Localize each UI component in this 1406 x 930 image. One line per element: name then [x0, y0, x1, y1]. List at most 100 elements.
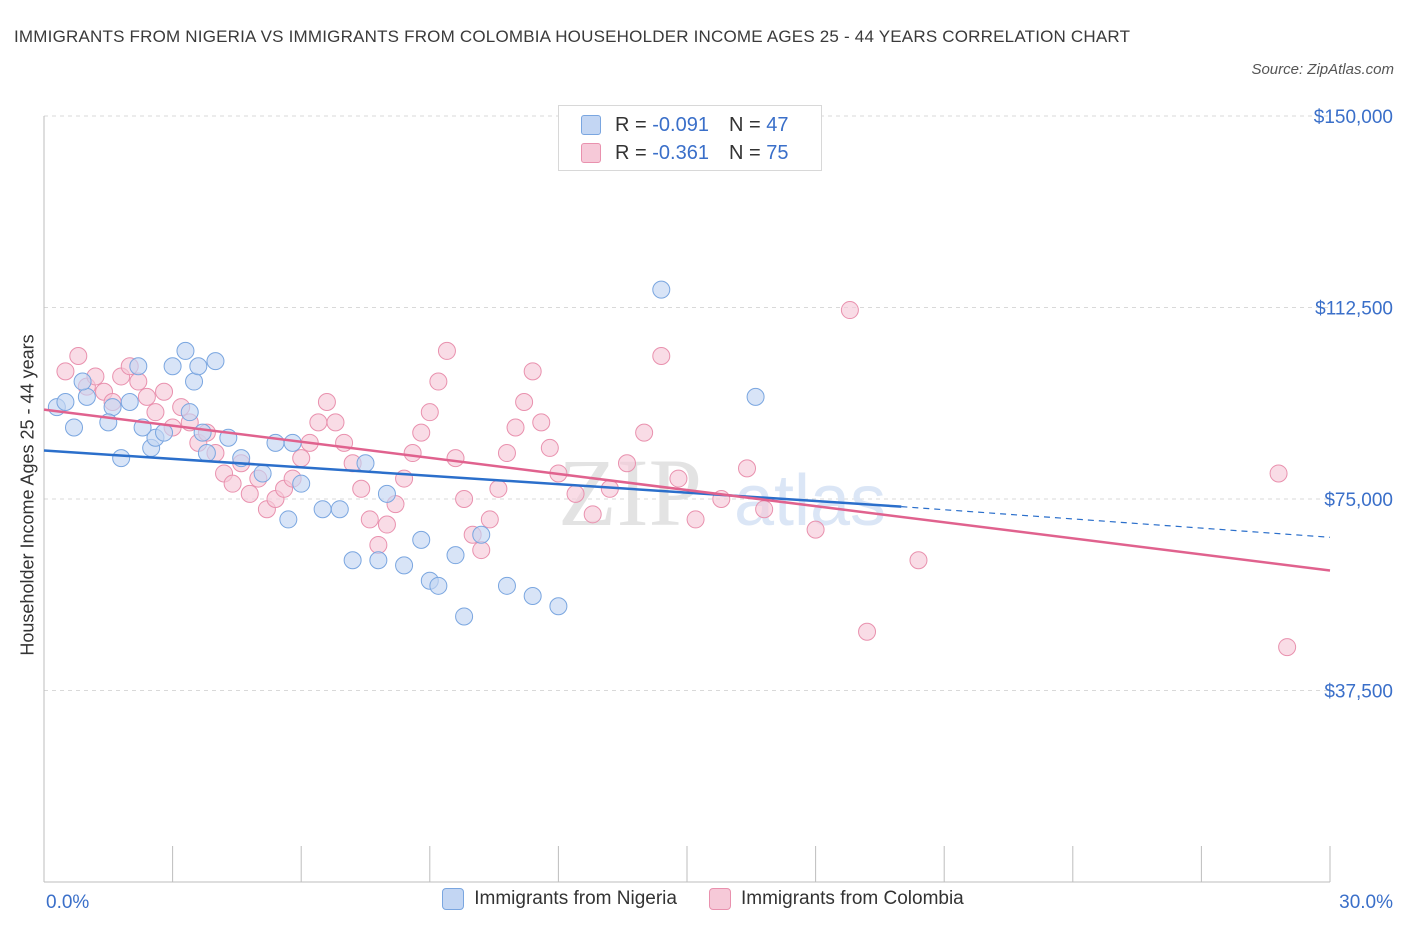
- data-point-nigeria: [120, 392, 139, 411]
- axes: [43, 116, 1331, 883]
- data-point-nigeria: [497, 576, 516, 595]
- data-point-nigeria: [395, 556, 414, 575]
- data-point-nigeria: [343, 551, 362, 570]
- data-point-colombia: [497, 444, 516, 463]
- data-point-nigeria: [446, 546, 465, 565]
- n-value-colombia: 75: [766, 141, 789, 164]
- data-point-colombia: [412, 423, 431, 442]
- data-point-colombia: [840, 301, 859, 320]
- nigeria-swatch: [581, 115, 601, 135]
- y-tick-label: $150,000: [1314, 107, 1393, 128]
- data-point-nigeria: [283, 433, 302, 452]
- data-point-colombia: [909, 551, 928, 570]
- source-label: Source: ZipAtlas.com: [1251, 61, 1394, 78]
- stats-row-nigeria: R = -0.091 N = 47: [581, 112, 788, 138]
- data-point-nigeria: [313, 500, 332, 519]
- data-point-nigeria: [129, 357, 148, 376]
- data-point-colombia: [129, 372, 148, 391]
- data-point-nigeria: [189, 357, 208, 376]
- trend-line-nigeria: [43, 449, 902, 508]
- data-point-colombia: [858, 622, 877, 641]
- data-point-colombia: [738, 459, 757, 478]
- data-point-colombia: [403, 444, 422, 463]
- data-point-nigeria: [652, 280, 671, 299]
- r-label: R =: [615, 141, 647, 164]
- data-point-colombia: [56, 362, 75, 381]
- data-point-nigeria: [112, 449, 131, 468]
- data-point-colombia: [1269, 464, 1288, 483]
- data-point-colombia: [155, 382, 174, 401]
- data-point-colombia: [317, 392, 336, 411]
- trend-lines: [43, 408, 1331, 572]
- data-point-nigeria: [377, 484, 396, 503]
- data-point-nigeria: [56, 392, 75, 411]
- y-axis-label: Householder Income Ages 25 - 44 years: [17, 334, 38, 656]
- legend-item-nigeria[interactable]: Immigrants from Nigeria: [442, 888, 677, 910]
- data-point-colombia: [489, 479, 508, 498]
- y-tick-label: $75,000: [1324, 490, 1393, 511]
- trend-line-nigeria-extension: [901, 506, 1331, 538]
- x-tick-label: 0.0%: [46, 892, 89, 913]
- data-point-colombia: [755, 500, 774, 519]
- data-point-colombia: [540, 438, 559, 457]
- data-point-colombia: [137, 387, 156, 406]
- data-point-colombia: [1278, 638, 1297, 657]
- data-point-nigeria: [73, 372, 92, 391]
- data-point-colombia: [223, 474, 242, 493]
- data-point-colombia: [506, 418, 525, 437]
- stats-row-colombia: R = -0.361 N = 75: [581, 140, 788, 166]
- data-point-nigeria: [185, 372, 204, 391]
- data-point-colombia: [240, 484, 259, 503]
- data-point-nigeria: [292, 474, 311, 493]
- data-point-nigeria: [455, 607, 474, 626]
- data-point-colombia: [377, 515, 396, 534]
- data-point-colombia: [532, 413, 551, 432]
- data-point-nigeria: [330, 500, 349, 519]
- data-point-colombia: [429, 372, 448, 391]
- colombia-swatch: [581, 143, 601, 163]
- n-label: N =: [728, 141, 761, 164]
- data-point-colombia: [352, 479, 371, 498]
- r-label: R =: [615, 113, 647, 136]
- legend-item-colombia[interactable]: Immigrants from Colombia: [708, 888, 964, 910]
- data-point-colombia: [583, 505, 602, 524]
- data-point-colombia: [652, 347, 671, 366]
- data-point-colombia: [292, 449, 311, 468]
- series-colombia-points: [56, 301, 1297, 657]
- trend-line-colombia: [43, 408, 1331, 572]
- data-point-colombia: [635, 423, 654, 442]
- data-point-nigeria: [176, 341, 195, 360]
- data-point-nigeria: [356, 454, 375, 473]
- data-point-colombia: [455, 490, 474, 508]
- data-point-colombia: [566, 484, 585, 503]
- data-point-colombia: [309, 413, 328, 432]
- data-point-nigeria: [65, 418, 84, 437]
- grid-lines: [44, 115, 1330, 691]
- data-point-nigeria: [103, 398, 122, 417]
- y-tick-label: $37,500: [1324, 682, 1393, 703]
- data-point-colombia: [69, 347, 88, 366]
- data-point-nigeria: [279, 510, 298, 529]
- nigeria-legend-swatch: [442, 888, 465, 910]
- data-point-colombia: [360, 510, 379, 529]
- n-value-nigeria: 47: [766, 113, 789, 136]
- data-point-nigeria: [193, 423, 212, 442]
- data-point-colombia: [806, 520, 825, 539]
- legend-label-colombia: Immigrants from Colombia: [740, 888, 964, 909]
- data-point-nigeria: [206, 352, 225, 371]
- r-value-nigeria: -0.091: [652, 113, 709, 136]
- data-point-nigeria: [155, 423, 174, 442]
- data-point-nigeria: [253, 464, 272, 483]
- data-point-nigeria: [412, 530, 431, 549]
- data-point-nigeria: [77, 387, 96, 406]
- data-point-colombia: [420, 403, 439, 422]
- data-point-nigeria: [163, 357, 182, 376]
- legend-label-nigeria: Immigrants from Nigeria: [474, 888, 677, 909]
- data-point-nigeria: [197, 444, 216, 463]
- x-tick-label: 30.0%: [1339, 892, 1393, 913]
- data-point-colombia: [437, 341, 456, 360]
- data-point-colombia: [472, 541, 491, 560]
- data-point-colombia: [146, 403, 165, 422]
- data-point-colombia: [617, 454, 636, 473]
